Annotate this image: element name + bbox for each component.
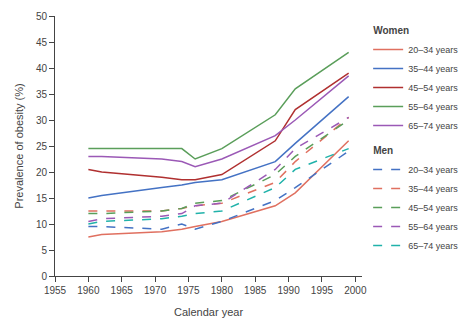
svg-text:1990: 1990 — [277, 285, 300, 296]
svg-text:20–34 years: 20–34 years — [408, 165, 458, 175]
svg-text:Men: Men — [373, 145, 393, 156]
svg-text:20–34 years: 20–34 years — [408, 45, 458, 55]
svg-text:50: 50 — [36, 11, 48, 22]
svg-text:1995: 1995 — [311, 285, 334, 296]
svg-text:1960: 1960 — [77, 285, 100, 296]
svg-text:35–44 years: 35–44 years — [408, 64, 458, 74]
svg-text:45–54 years: 45–54 years — [408, 83, 458, 93]
svg-text:5: 5 — [41, 245, 47, 256]
svg-text:25: 25 — [36, 141, 48, 152]
svg-text:1970: 1970 — [144, 285, 167, 296]
svg-text:Calendar year: Calendar year — [174, 306, 243, 318]
svg-text:40: 40 — [36, 63, 48, 74]
svg-text:20: 20 — [36, 167, 48, 178]
svg-text:Prevalence of obesity (%): Prevalence of obesity (%) — [13, 83, 25, 208]
svg-text:30: 30 — [36, 115, 48, 126]
svg-text:1975: 1975 — [177, 285, 200, 296]
svg-text:35–44 years: 35–44 years — [408, 184, 458, 194]
svg-text:35: 35 — [36, 89, 48, 100]
svg-text:65–74 years: 65–74 years — [408, 121, 458, 131]
svg-text:1965: 1965 — [111, 285, 134, 296]
svg-text:1955: 1955 — [44, 285, 67, 296]
svg-text:65–74 years: 65–74 years — [408, 241, 458, 251]
svg-text:45: 45 — [36, 37, 48, 48]
svg-text:55–64 years: 55–64 years — [408, 222, 458, 232]
svg-text:15: 15 — [36, 193, 48, 204]
svg-text:0: 0 — [41, 271, 47, 282]
svg-text:Women: Women — [373, 25, 409, 36]
svg-text:10: 10 — [36, 219, 48, 230]
svg-text:1985: 1985 — [244, 285, 267, 296]
svg-text:55–64 years: 55–64 years — [408, 102, 458, 112]
svg-text:2000: 2000 — [344, 285, 367, 296]
svg-text:45–54 years: 45–54 years — [408, 203, 458, 213]
svg-text:1980: 1980 — [211, 285, 234, 296]
